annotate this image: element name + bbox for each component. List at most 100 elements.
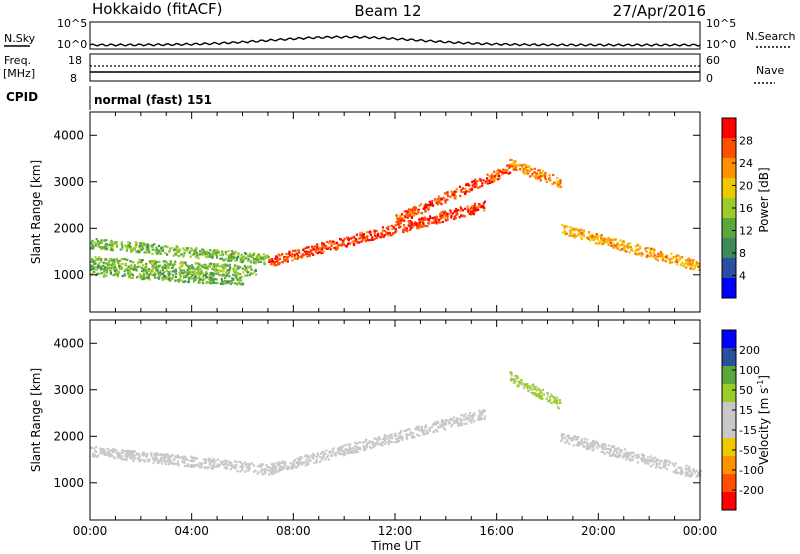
echo-cell — [410, 210, 413, 213]
echo-cell — [212, 263, 216, 266]
echo-cell — [451, 212, 454, 215]
echo-cell — [169, 273, 172, 276]
echo-cell — [468, 190, 471, 193]
echo-cell — [356, 450, 359, 453]
echo-cell — [114, 450, 117, 453]
echo-cell — [351, 236, 354, 239]
echo-cell — [177, 255, 180, 258]
echo-band-1 — [267, 409, 486, 476]
freq-unit-label: [MHz] — [3, 67, 35, 80]
echo-cell — [437, 200, 440, 203]
echo-cell — [136, 265, 139, 269]
echo-cell — [627, 455, 630, 458]
echo-cell — [434, 428, 437, 432]
echo-cell — [182, 457, 185, 460]
echo-cell — [617, 455, 620, 458]
echo-cell — [187, 265, 190, 268]
echo-cell — [99, 265, 102, 268]
echo-cell — [244, 274, 247, 277]
echo-cell — [220, 264, 223, 267]
echo-cell — [227, 250, 230, 253]
echo-cell — [97, 243, 100, 246]
echo-cell — [137, 457, 140, 460]
echo-cell — [225, 274, 228, 277]
echo-cell — [232, 269, 235, 272]
echo-cell — [253, 252, 256, 255]
echo-cell — [356, 447, 359, 450]
echo-cell — [258, 258, 261, 261]
echo-cell — [212, 274, 216, 277]
echo-cell — [145, 272, 148, 275]
echo-cell — [177, 462, 180, 465]
echo-cell — [167, 278, 170, 281]
freq-label: Freq. — [4, 54, 31, 67]
echo-cell — [119, 267, 122, 270]
echo-cell — [537, 169, 540, 172]
echo-cell — [93, 453, 96, 456]
echo-cell — [145, 251, 148, 254]
echo-cell — [179, 265, 182, 268]
echo-cell — [192, 464, 195, 467]
echo-cell — [92, 247, 95, 250]
colorbar-tick-label: 16 — [739, 202, 753, 215]
echo-cell — [272, 465, 275, 468]
echo-cell — [486, 182, 490, 185]
echo-cell — [247, 254, 250, 257]
echo-cell — [525, 164, 528, 167]
echo-cell — [457, 209, 460, 212]
echo-cell — [599, 235, 602, 238]
echo-cell — [659, 252, 662, 255]
echo-cell — [198, 265, 201, 268]
echo-cell — [478, 409, 481, 412]
echo-cell — [667, 463, 670, 467]
echo-cell — [132, 456, 135, 459]
echo-cell — [662, 462, 665, 465]
echo-cell — [426, 204, 429, 207]
echo-cell — [445, 198, 448, 201]
echo-cell — [684, 266, 688, 269]
echo-cell — [291, 259, 294, 262]
echo-cell — [129, 260, 132, 263]
echo-cell — [527, 390, 530, 393]
echo-cell — [467, 210, 470, 213]
echo-cell — [625, 245, 629, 248]
echo-cell — [287, 467, 290, 471]
echo-cell — [128, 242, 132, 245]
echo-cell — [156, 452, 159, 455]
echo-cell — [163, 266, 166, 269]
echo-cell — [411, 208, 414, 211]
echo-cell — [429, 204, 432, 207]
echo-cell — [152, 461, 155, 464]
echo-cell — [308, 254, 311, 257]
echo-cell — [208, 264, 211, 268]
echo-cell — [649, 251, 652, 254]
echo-cell — [247, 260, 250, 263]
echo-cell — [168, 460, 171, 463]
echo-cell — [142, 244, 145, 247]
echo-cell — [212, 253, 215, 256]
echo-cell — [635, 248, 639, 251]
echo-cell — [688, 260, 691, 264]
colorbar-segment — [722, 384, 736, 403]
echo-cell — [477, 208, 480, 211]
echo-cell — [582, 234, 585, 237]
echo-cell — [260, 256, 263, 259]
echo-cell — [311, 457, 315, 460]
echo-cell — [569, 230, 572, 233]
echo-band-3 — [560, 433, 703, 478]
echo-cell — [475, 186, 478, 189]
echo-cell — [214, 263, 217, 266]
echo-cell — [169, 461, 172, 465]
echo-cell — [121, 455, 124, 458]
echo-cell — [222, 463, 225, 466]
echo-cell — [268, 260, 271, 263]
echo-cell — [224, 279, 227, 282]
echo-cell — [290, 255, 294, 258]
echo-cell — [166, 253, 169, 256]
echo-cell — [219, 257, 222, 260]
echo-cell — [138, 245, 141, 248]
echo-cell — [182, 269, 186, 272]
echo-cell — [363, 440, 367, 443]
echo-cell — [157, 271, 160, 274]
echo-cell — [351, 447, 354, 450]
